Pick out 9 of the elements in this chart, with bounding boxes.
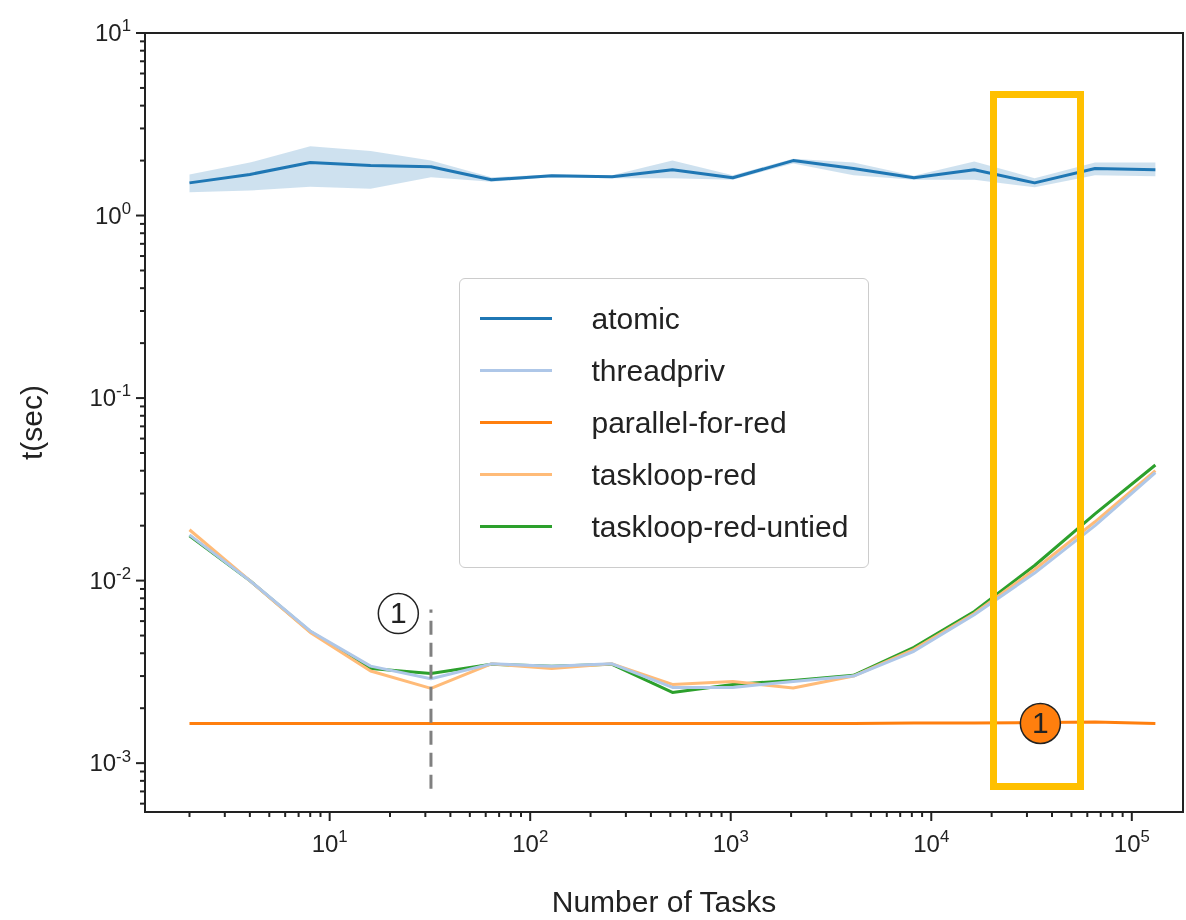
x-axis-title: Number of Tasks [551,885,777,918]
legend-label: threadpriv [591,353,725,388]
legend-label: taskloop-red [591,457,757,492]
legend-label: taskloop-red-untied [591,509,849,544]
legend-label: parallel-for-red [591,405,787,440]
y-axis-title: t(sec) [15,385,48,460]
annotation: 1 [1032,705,1049,739]
annotation: 1 [389,595,407,629]
legend-label: atomic [591,301,680,336]
